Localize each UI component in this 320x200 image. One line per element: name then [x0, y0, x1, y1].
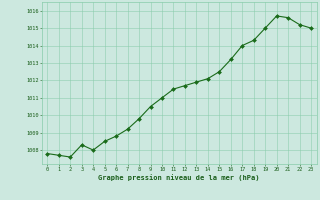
- X-axis label: Graphe pression niveau de la mer (hPa): Graphe pression niveau de la mer (hPa): [99, 174, 260, 181]
